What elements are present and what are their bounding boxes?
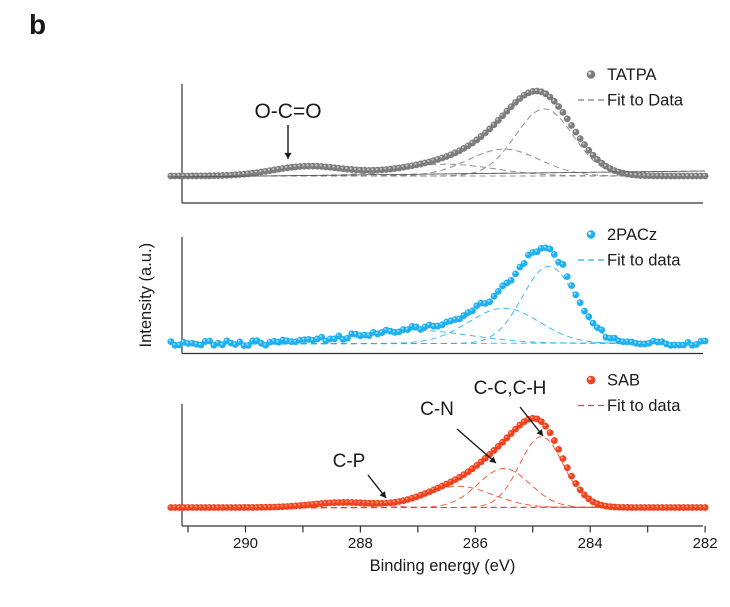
svg-text:290: 290: [233, 535, 258, 552]
svg-text:C-N: C-N: [420, 399, 454, 420]
svg-text:288: 288: [348, 535, 373, 552]
svg-text:284: 284: [578, 535, 603, 552]
svg-text:Fit to data: Fit to data: [607, 252, 681, 270]
svg-text:Binding energy (eV): Binding energy (eV): [370, 557, 516, 575]
svg-text:SAB: SAB: [607, 372, 640, 390]
svg-text:b: b: [29, 9, 46, 40]
svg-text:2PACz: 2PACz: [607, 226, 657, 244]
svg-text:C-C,C-H: C-C,C-H: [474, 378, 547, 399]
svg-text:O-C=O: O-C=O: [254, 100, 321, 123]
svg-text:TATPA: TATPA: [607, 66, 657, 84]
svg-text:286: 286: [463, 535, 488, 552]
svg-text:Fit to Data: Fit to Data: [607, 92, 684, 110]
svg-text:Intensity (a.u.): Intensity (a.u.): [137, 243, 155, 348]
svg-text:C-P: C-P: [333, 451, 366, 472]
svg-text:282: 282: [693, 535, 718, 552]
svg-text:Fit to data: Fit to data: [607, 397, 681, 415]
